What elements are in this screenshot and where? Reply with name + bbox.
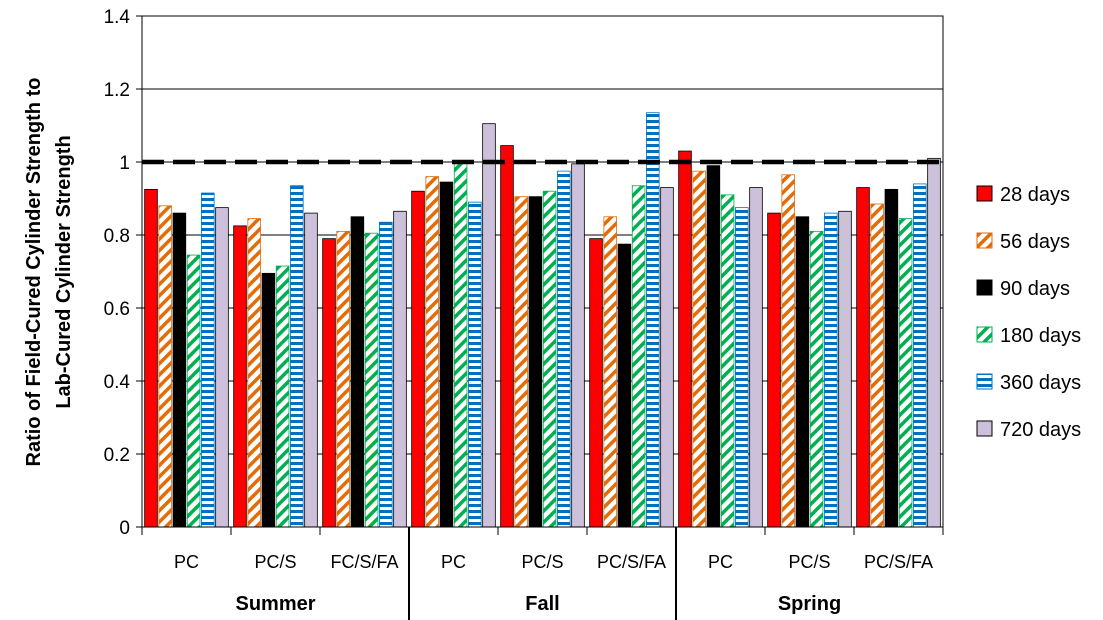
bar-360-days-3 [468,201,482,528]
legend-label: 56 days [1000,231,1070,253]
category-label: PC [708,552,733,572]
legend-swatch [976,326,993,343]
category-label: PC/S [788,552,830,572]
bar-28-days-2 [322,238,336,528]
legend-swatch [976,420,993,437]
category-label: FC/S/FA [330,552,398,572]
bar-28-days-8 [856,187,870,528]
bar-28-days-7 [767,212,781,528]
y-axis-label-line-1: Ratio of Field-Cured Cylinder Strength t… [23,78,45,467]
bar-series [144,112,941,528]
bar-90-days-6 [706,165,721,528]
bar-180-days-4 [542,190,557,528]
category-label: PC [441,552,466,572]
bar-180-days-0 [186,254,201,528]
y-tick-label: 0.2 [104,445,130,466]
group-label: Summer [235,593,315,615]
y-axis-label-line-2: Lab-Cured Cylinder Strength [53,135,75,408]
bar-720-days-6 [749,187,763,528]
bar-720-days-8 [927,157,941,528]
y-axis-label: Ratio of Field-Cured Cylinder Strength t… [23,78,75,467]
y-tick-label: 0.6 [104,299,130,320]
bar-28-days-3 [411,190,425,528]
y-tick-label: 1.4 [104,7,131,28]
bar-28-days-0 [144,188,158,528]
legend-label: 90 days [1000,278,1070,300]
bar-56-days-0 [158,205,172,528]
legend-label: 180 days [1000,325,1081,347]
y-tick-label: 0.4 [104,372,131,393]
bar-28-days-1 [233,225,247,528]
bar-90-days-7 [795,216,810,528]
legend: 28 days 56 days 90 days 180 days 360 days 720… [976,184,1081,441]
bar-180-days-8 [898,218,913,528]
bar-28-days-4 [500,145,514,528]
bar-180-days-7 [809,230,824,528]
bar-360-days-2 [379,221,393,528]
bar-56-days-4 [514,196,528,528]
bar-360-days-1 [290,185,304,528]
x-axis: PC PC/S FC/S/FA PC PC/S PC/S/FA PC PC/S PC/S/FA S… [141,527,944,620]
bar-720-days-1 [304,212,318,528]
y-tick-label: 0 [119,518,130,539]
group-label: Fall [525,593,559,615]
bar-180-days-3 [453,161,468,528]
bar-90-days-3 [439,181,454,528]
category-label: PC [174,552,199,572]
y-tick-label: 0.8 [104,226,130,247]
legend-swatch [976,279,993,296]
bar-28-days-5 [589,238,603,528]
bar-180-days-1 [275,265,290,528]
bar-720-days-2 [393,210,407,528]
category-label: PC/S [521,552,563,572]
legend-label: 28 days [1000,184,1070,206]
bar-180-days-5 [631,185,646,528]
bar-56-days-1 [247,218,261,528]
category-label: PC/S/FA [864,552,933,572]
y-axis-ticks: 0 0.2 0.4 0.6 0.8 1 1.2 1.4 [104,7,142,539]
bar-56-days-8 [870,203,884,528]
bar-360-days-7 [824,212,838,528]
legend-swatch [976,232,993,249]
bar-56-days-7 [781,174,795,528]
bar-180-days-6 [720,194,735,528]
plot-area-frame [141,15,944,528]
bar-720-days-5 [660,187,674,528]
bar-90-days-4 [528,196,543,528]
bar-720-days-0 [215,207,229,528]
bar-90-days-1 [261,272,276,528]
bar-360-days-8 [913,183,927,528]
bar-90-days-2 [350,216,365,528]
bar-28-days-6 [678,150,692,528]
group-label: Spring [778,593,841,615]
bar-56-days-2 [336,230,350,528]
bar-56-days-6 [692,170,706,528]
bar-360-days-0 [201,192,215,528]
bar-56-days-5 [603,216,617,528]
category-label: PC/S/FA [597,552,666,572]
bar-90-days-5 [617,243,632,528]
category-label: PC/S [254,552,296,572]
legend-swatch [976,373,993,390]
bar-90-days-0 [172,212,187,528]
y-tick-label: 1.2 [104,80,130,101]
bar-90-days-8 [884,188,899,528]
bar-56-days-3 [425,176,439,528]
bar-720-days-4 [571,163,585,528]
y-tick-label: 1 [119,153,130,174]
legend-label: 720 days [1000,419,1081,441]
legend-label: 360 days [1000,372,1081,394]
bar-360-days-5 [646,112,660,528]
legend-swatch [976,185,993,202]
bar-720-days-7 [838,210,852,528]
bar-360-days-6 [735,207,749,528]
bar-360-days-4 [557,170,571,528]
bar-180-days-2 [364,232,379,528]
bar-720-days-3 [482,123,496,528]
